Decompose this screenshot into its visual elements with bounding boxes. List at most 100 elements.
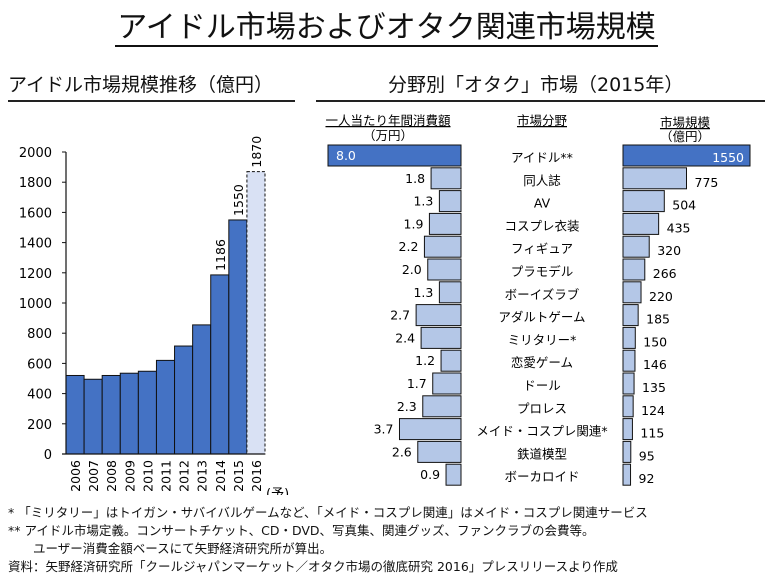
spend-label-0: 8.0 [336, 148, 356, 163]
y-tick-label-1400: 1400 [19, 237, 52, 252]
y-tick-label-0: 0 [44, 448, 52, 463]
market-label-5: 266 [653, 266, 677, 281]
market-label-14: 92 [639, 471, 655, 486]
data-label-2015: 1550 [231, 184, 246, 216]
y-tick-label-1600: 1600 [19, 206, 52, 221]
spend-bar-14 [445, 463, 462, 486]
bar-2010 [137, 370, 157, 455]
market-bar-9 [622, 349, 636, 372]
spend-bar-9 [440, 349, 462, 372]
market-label-12: 115 [640, 426, 664, 441]
spend-label-3: 1.9 [404, 216, 424, 231]
market-label-2: 504 [672, 198, 696, 213]
note-1: * 「ミリタリー」はトイガン・サバイバルゲームなど、「メイド・コスプレ関連」はメ… [8, 505, 648, 520]
spend-label-1: 1.8 [405, 171, 425, 186]
market-bar-5 [622, 258, 646, 281]
idol-market-chart: 2006 2007 2008 2009 2010 2011 2012 2013 2014 1186… [19, 136, 289, 495]
market-bar-13 [622, 440, 632, 463]
category-label-13: 鉄道模型 [517, 446, 567, 461]
main-title-text: アイドル市場およびオタク関連市場規模 [115, 10, 658, 47]
market-label-8: 150 [643, 334, 667, 349]
bar-2011 [155, 359, 176, 455]
market-label-13: 95 [639, 448, 655, 463]
market-bar-2 [622, 190, 665, 213]
category-label-9: 恋愛ゲーム [511, 355, 573, 370]
market-label-6: 220 [649, 289, 673, 304]
spend-label-2: 1.3 [413, 194, 433, 209]
y-tick-label-600: 600 [27, 357, 52, 372]
market-bar-8 [622, 326, 636, 349]
market-bar-0 [622, 144, 751, 167]
category-label-11: プロレス [517, 401, 567, 416]
market-label-11: 124 [641, 403, 665, 418]
right-unit: （億円） [660, 129, 710, 144]
market-bar-7 [622, 304, 639, 327]
market-bar-12 [622, 418, 633, 441]
market-label-10: 135 [642, 380, 666, 395]
left-header: 一人当たり年間消費額 [325, 113, 451, 128]
x-tick-label-2007: 2007 [86, 460, 101, 492]
bar-2014 [210, 274, 230, 455]
spend-bar-0 [327, 144, 462, 167]
category-label-12: メイド・コスプレ関連* [476, 424, 607, 439]
spend-label-8: 2.4 [395, 330, 415, 345]
x-tick-label-2014: 2014 [213, 460, 228, 492]
category-label-3: コスプレ衣装 [504, 218, 579, 233]
main-title: アイドル市場およびオタク関連市場規模 [0, 2, 773, 47]
x-tick-label-2009: 2009 [122, 460, 137, 492]
y-tick-label-400: 400 [27, 388, 52, 403]
bar-2016 [246, 171, 266, 455]
spend-bar-7 [415, 304, 462, 327]
bar-2008 [101, 374, 121, 455]
x-tick-label-2006: 2006 [68, 460, 83, 492]
market-label-3: 435 [667, 220, 691, 235]
category-label-14: ボーカロイド [504, 469, 579, 484]
y-tick-label-1200: 1200 [19, 267, 52, 282]
spend-bar-11 [422, 395, 462, 418]
spend-bar-2 [438, 190, 462, 213]
bar-2015 [228, 219, 248, 455]
bar-2006 [65, 374, 85, 455]
market-bar-14 [622, 463, 632, 486]
market-bar-6 [622, 281, 642, 304]
x-tick-label-2016: 2016 [249, 460, 264, 492]
y-tick-label-2000: 2000 [19, 146, 52, 161]
note-2: ** アイドル市場定義。コンサートチケット、CD・DVD、写真集、関連グッズ、フ… [8, 523, 595, 538]
forecast-suffix: (予) [266, 487, 289, 495]
y-tick-label-1800: 1800 [19, 176, 52, 191]
x-tick-label-2012: 2012 [177, 460, 192, 492]
center-header: 市場分野 [517, 113, 568, 128]
data-label-2016: 1870 [249, 136, 264, 168]
market-label-4: 320 [657, 243, 681, 258]
spend-label-4: 2.2 [399, 239, 419, 254]
bar-2013 [192, 324, 212, 455]
left-section-title: アイドル市場規模推移（億円） [8, 74, 274, 96]
y-tick-label-1000: 1000 [19, 297, 52, 312]
left-unit: （万円） [363, 128, 413, 143]
spend-bar-8 [420, 326, 462, 349]
left-section-rule [8, 100, 295, 102]
spend-label-5: 2.0 [402, 262, 422, 277]
market-label-1: 775 [695, 175, 719, 190]
market-bar-3 [622, 212, 660, 235]
bar-2007 [83, 378, 103, 455]
y-tick-label-200: 200 [27, 418, 52, 433]
spend-label-12: 3.7 [374, 422, 394, 437]
spend-label-7: 2.7 [390, 308, 410, 323]
spend-bar-5 [427, 258, 462, 281]
note-source: 資料：矢野経済研究所「クールジャパンマーケット／オタク市場の徹底研究 2016」… [8, 559, 618, 574]
spend-bar-6 [438, 281, 462, 304]
spend-label-10: 1.7 [407, 376, 427, 391]
right-section-title: 分野別「オタク」市場（2015年） [388, 74, 684, 96]
data-label-2014: 1186 [213, 239, 228, 271]
category-label-2: AV [534, 196, 551, 211]
market-label-9: 146 [643, 357, 667, 372]
category-label-5: プラモデル [511, 264, 574, 279]
bar-2009 [119, 372, 139, 455]
category-label-1: 同人誌 [523, 173, 561, 188]
market-label-0: 1550 [712, 150, 744, 165]
note-3: ユーザー消費金額ベースにて矢野経済研究所が算出。 [8, 541, 333, 556]
market-label-7: 185 [646, 312, 670, 327]
market-bar-11 [622, 395, 634, 418]
spend-label-11: 2.3 [397, 399, 417, 414]
